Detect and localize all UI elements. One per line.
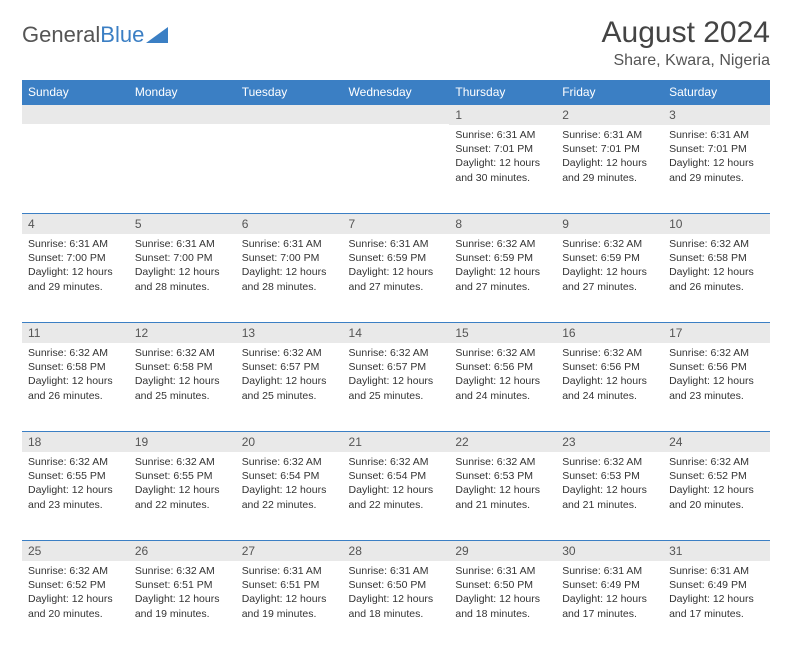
day-details: Sunrise: 6:32 AMSunset: 6:58 PMDaylight:… — [663, 234, 770, 300]
day-number: 28 — [343, 540, 450, 561]
day-details: Sunrise: 6:31 AMSunset: 7:00 PMDaylight:… — [22, 234, 129, 300]
week-number-row: 25262728293031 — [22, 540, 770, 561]
day-number: 29 — [449, 540, 556, 561]
day-number: 9 — [556, 213, 663, 234]
day-number: 19 — [129, 431, 236, 452]
header: GeneralBlue August 2024 Share, Kwara, Ni… — [22, 16, 770, 70]
week-detail-row: Sunrise: 6:31 AMSunset: 7:01 PMDaylight:… — [22, 125, 770, 213]
day-header: Monday — [129, 80, 236, 104]
day-details: Sunrise: 6:32 AMSunset: 6:51 PMDaylight:… — [129, 561, 236, 627]
day-empty — [236, 104, 343, 124]
day-details: Sunrise: 6:31 AMSunset: 6:50 PMDaylight:… — [343, 561, 450, 627]
logo: GeneralBlue — [22, 22, 168, 48]
day-details: Sunrise: 6:32 AMSunset: 6:58 PMDaylight:… — [129, 343, 236, 409]
day-details: Sunrise: 6:32 AMSunset: 6:56 PMDaylight:… — [449, 343, 556, 409]
day-empty — [22, 104, 129, 124]
day-number: 15 — [449, 322, 556, 343]
day-number: 3 — [663, 104, 770, 125]
day-number: 30 — [556, 540, 663, 561]
day-number: 5 — [129, 213, 236, 234]
day-header: Friday — [556, 80, 663, 104]
day-details: Sunrise: 6:32 AMSunset: 6:52 PMDaylight:… — [663, 452, 770, 518]
day-empty — [343, 104, 450, 124]
day-details: Sunrise: 6:32 AMSunset: 6:56 PMDaylight:… — [663, 343, 770, 409]
day-details: Sunrise: 6:32 AMSunset: 6:53 PMDaylight:… — [556, 452, 663, 518]
day-details: Sunrise: 6:32 AMSunset: 6:57 PMDaylight:… — [343, 343, 450, 409]
day-number: 8 — [449, 213, 556, 234]
logo-text-1: General — [22, 22, 100, 48]
day-header: Tuesday — [236, 80, 343, 104]
page-title: August 2024 — [602, 16, 770, 50]
day-header-row: SundayMondayTuesdayWednesdayThursdayFrid… — [22, 80, 770, 104]
day-details: Sunrise: 6:31 AMSunset: 7:00 PMDaylight:… — [129, 234, 236, 300]
day-number: 31 — [663, 540, 770, 561]
day-number: 27 — [236, 540, 343, 561]
week-detail-row: Sunrise: 6:32 AMSunset: 6:58 PMDaylight:… — [22, 343, 770, 431]
day-number: 14 — [343, 322, 450, 343]
day-details: Sunrise: 6:32 AMSunset: 6:53 PMDaylight:… — [449, 452, 556, 518]
day-details: Sunrise: 6:32 AMSunset: 6:54 PMDaylight:… — [236, 452, 343, 518]
day-number: 16 — [556, 322, 663, 343]
day-details: Sunrise: 6:31 AMSunset: 7:01 PMDaylight:… — [556, 125, 663, 191]
day-details: Sunrise: 6:31 AMSunset: 6:59 PMDaylight:… — [343, 234, 450, 300]
day-header: Thursday — [449, 80, 556, 104]
day-header: Sunday — [22, 80, 129, 104]
calendar-body: 123Sunrise: 6:31 AMSunset: 7:01 PMDaylig… — [22, 104, 770, 649]
day-details: Sunrise: 6:31 AMSunset: 6:49 PMDaylight:… — [663, 561, 770, 627]
week-number-row: 45678910 — [22, 213, 770, 234]
location-subtitle: Share, Kwara, Nigeria — [602, 52, 770, 70]
day-details: Sunrise: 6:32 AMSunset: 6:57 PMDaylight:… — [236, 343, 343, 409]
day-number: 24 — [663, 431, 770, 452]
week-number-row: 123 — [22, 104, 770, 125]
week-detail-row: Sunrise: 6:32 AMSunset: 6:52 PMDaylight:… — [22, 561, 770, 649]
calendar-table: SundayMondayTuesdayWednesdayThursdayFrid… — [22, 80, 770, 649]
logo-text-2: Blue — [100, 22, 144, 48]
day-details: Sunrise: 6:32 AMSunset: 6:58 PMDaylight:… — [22, 343, 129, 409]
calendar-head: SundayMondayTuesdayWednesdayThursdayFrid… — [22, 80, 770, 104]
day-header: Wednesday — [343, 80, 450, 104]
calendar-page: GeneralBlue August 2024 Share, Kwara, Ni… — [0, 0, 792, 612]
day-number: 2 — [556, 104, 663, 125]
day-details: Sunrise: 6:32 AMSunset: 6:55 PMDaylight:… — [129, 452, 236, 518]
day-details: Sunrise: 6:32 AMSunset: 6:52 PMDaylight:… — [22, 561, 129, 627]
day-number: 20 — [236, 431, 343, 452]
day-number: 26 — [129, 540, 236, 561]
day-details: Sunrise: 6:31 AMSunset: 7:01 PMDaylight:… — [663, 125, 770, 191]
day-number: 10 — [663, 213, 770, 234]
day-number: 23 — [556, 431, 663, 452]
day-number: 22 — [449, 431, 556, 452]
day-number: 25 — [22, 540, 129, 561]
day-details: Sunrise: 6:31 AMSunset: 6:49 PMDaylight:… — [556, 561, 663, 627]
day-header: Saturday — [663, 80, 770, 104]
day-details: Sunrise: 6:32 AMSunset: 6:59 PMDaylight:… — [556, 234, 663, 300]
day-number: 7 — [343, 213, 450, 234]
week-number-row: 18192021222324 — [22, 431, 770, 452]
day-number: 11 — [22, 322, 129, 343]
day-details: Sunrise: 6:32 AMSunset: 6:56 PMDaylight:… — [556, 343, 663, 409]
day-number: 1 — [449, 104, 556, 125]
day-details: Sunrise: 6:31 AMSunset: 7:00 PMDaylight:… — [236, 234, 343, 300]
day-number: 18 — [22, 431, 129, 452]
day-number: 13 — [236, 322, 343, 343]
day-number: 17 — [663, 322, 770, 343]
week-detail-row: Sunrise: 6:31 AMSunset: 7:00 PMDaylight:… — [22, 234, 770, 322]
logo-triangle-icon — [146, 25, 168, 43]
day-details: Sunrise: 6:31 AMSunset: 6:50 PMDaylight:… — [449, 561, 556, 627]
day-number: 21 — [343, 431, 450, 452]
day-empty — [129, 104, 236, 124]
day-details: Sunrise: 6:32 AMSunset: 6:55 PMDaylight:… — [22, 452, 129, 518]
week-detail-row: Sunrise: 6:32 AMSunset: 6:55 PMDaylight:… — [22, 452, 770, 540]
day-details: Sunrise: 6:31 AMSunset: 7:01 PMDaylight:… — [449, 125, 556, 191]
day-details: Sunrise: 6:31 AMSunset: 6:51 PMDaylight:… — [236, 561, 343, 627]
day-number: 12 — [129, 322, 236, 343]
title-block: August 2024 Share, Kwara, Nigeria — [602, 16, 770, 70]
day-number: 4 — [22, 213, 129, 234]
day-number: 6 — [236, 213, 343, 234]
day-details: Sunrise: 6:32 AMSunset: 6:54 PMDaylight:… — [343, 452, 450, 518]
week-number-row: 11121314151617 — [22, 322, 770, 343]
day-details: Sunrise: 6:32 AMSunset: 6:59 PMDaylight:… — [449, 234, 556, 300]
